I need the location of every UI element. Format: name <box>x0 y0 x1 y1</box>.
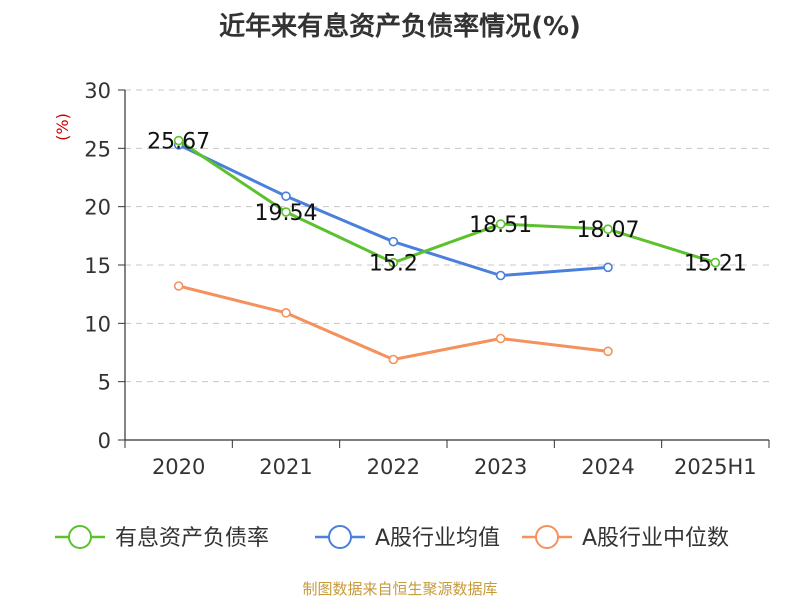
series-line-0 <box>177 139 716 265</box>
source-note: 制图数据来自恒生聚源数据库 <box>302 580 498 598</box>
y-tick-label: 0 <box>98 429 111 453</box>
series-2-point-2020 <box>173 281 184 291</box>
series-layer <box>173 135 721 365</box>
series-line-2 <box>178 284 609 361</box>
legend-marker-1 <box>328 525 352 549</box>
data-label-2023: 18.51 <box>469 213 532 238</box>
data-label-2022: 15.2 <box>369 252 418 277</box>
x-tick-label-2023: 2023 <box>474 455 527 479</box>
series-0-point-2022 <box>388 257 399 268</box>
legend-label-0: 有息资产负债率 <box>115 526 269 551</box>
legend-marker-0 <box>68 525 92 549</box>
series-1-point-2024 <box>603 262 613 273</box>
series-2-point-2021 <box>281 308 291 318</box>
series-2-point-2024 <box>603 346 613 357</box>
y-tick-label: 15 <box>84 254 111 278</box>
y-tick-label: 10 <box>84 312 111 336</box>
series-2-point-2023 <box>495 333 506 344</box>
x-tick-label-2022: 2022 <box>367 455 420 479</box>
x-tick-label-2020: 2020 <box>152 455 205 479</box>
series-1-point-2021 <box>281 191 291 201</box>
y-tick-label: 20 <box>84 196 111 220</box>
chart-title: 近年来有息资产负债率情况(%) <box>219 12 581 42</box>
data-label-2024: 18.07 <box>577 218 640 243</box>
series-0-point-2025H1 <box>710 257 721 268</box>
data-labels: 25.67 19.54 15.2 18.51 18.07 15.21 <box>147 130 747 277</box>
legend: 有息资产负债率 A股行业均值 A股行业中位数 <box>55 525 729 551</box>
series-0-point-2020 <box>173 135 184 146</box>
legend-label-1: A股行业均值 <box>375 526 500 551</box>
legend-label-2: A股行业中位数 <box>582 526 729 551</box>
series-0-point-2023 <box>495 219 506 229</box>
x-tick-label-2025H1: 2025H1 <box>674 455 757 479</box>
series-2-point-2022 <box>388 354 399 365</box>
x-tick-label-2024: 2024 <box>581 455 634 479</box>
data-label-2020: 25.67 <box>147 130 210 155</box>
y-tick-label: 25 <box>84 137 111 161</box>
y-axis-label: (%) <box>53 113 72 141</box>
series-1-point-2023 <box>495 270 506 281</box>
legend-marker-2 <box>535 525 559 549</box>
series-1-point-2022 <box>388 236 399 247</box>
y-tick-label: 5 <box>98 371 111 395</box>
x-tick-label-2021: 2021 <box>259 455 312 479</box>
series-0-point-2024 <box>603 224 613 234</box>
grid-lines <box>125 89 769 383</box>
data-label-2025H1: 15.21 <box>684 252 747 277</box>
data-label-2021: 19.54 <box>255 201 318 226</box>
y-tick-label: 30 <box>84 79 111 103</box>
axes: 0 5 10 15 20 25 30 2020 2021 2022 2023 2024 2025H1 <box>84 79 770 479</box>
series-0-point-2021 <box>281 207 291 217</box>
